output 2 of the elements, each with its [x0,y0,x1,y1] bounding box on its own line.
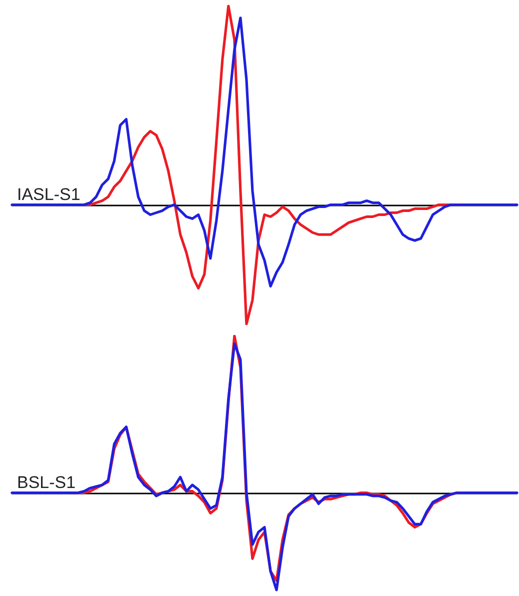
text: BSL-S1 [17,472,76,492]
text: IASL-S1 [17,184,80,204]
